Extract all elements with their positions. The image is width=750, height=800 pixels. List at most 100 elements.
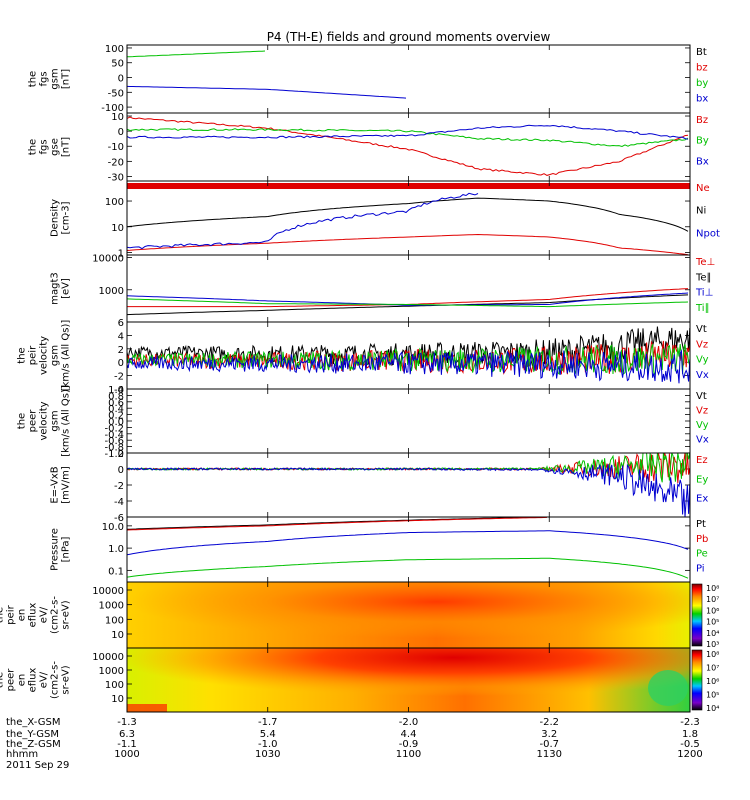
legend-bz: bz (696, 63, 708, 74)
y-tick-label: 1 (118, 249, 124, 260)
y-axis-label-line: velocity (39, 336, 50, 375)
y-axis-label-line: [nPa] (61, 536, 72, 562)
y-tick-label: 0.0 (108, 417, 124, 428)
series-line-Ex (126, 463, 691, 518)
y-axis-label: the peer en eflux eV/(cm2-s-sr-eV) (0, 661, 72, 699)
y-axis-label-line: [eV] (61, 278, 72, 299)
y-axis-label-line: peir (28, 345, 39, 365)
legend-Vt: Vt (696, 324, 707, 335)
legend-Ne: Ne (696, 183, 710, 194)
y-axis-label-line: sr-eV) (61, 665, 72, 694)
y-axis-label-line: fgs (39, 71, 50, 86)
legend-Pt: Pt (696, 519, 706, 530)
y-tick-label: -30 (108, 172, 124, 183)
colorbar-label: 10⁵ (706, 618, 719, 627)
y-axis-label-line: [km/s (All Qs)] (61, 320, 72, 392)
y-axis-label: the fgs gse [nT] (28, 137, 72, 157)
y-tick-label: 10 (111, 223, 124, 234)
x-axis-row-value: -1.3 (117, 717, 137, 728)
legend-Vy: Vy (696, 355, 709, 366)
y-axis-label-line: sr-eV) (61, 600, 72, 629)
panel-fgs_gse: 10 0 -10 -20 -30 Bz By Bx the fgs gse [nT] (28, 112, 709, 183)
x-axis-row-value: 1100 (396, 749, 421, 760)
y-axis-label-line: [cm-3] (61, 201, 72, 234)
y-axis-label-line: gsm (50, 68, 61, 89)
legend-Pb: Pb (696, 534, 708, 545)
x-axis-row-value: -1.7 (258, 717, 278, 728)
y-tick-label: 1000 (99, 286, 124, 297)
y-axis-label-line: the (0, 607, 6, 623)
colorbar (691, 649, 703, 711)
y-axis-label: the peir velocity gsm [km/s (All Qs)] (17, 320, 72, 392)
colorbar-label: 10⁵ (706, 691, 719, 700)
panel-temperature: 10000 1000 Te⊥ Te∥ Ti⊥ Ti∥ magt3 [eV] (50, 254, 715, 323)
colorbar-label: 10⁶ (706, 606, 719, 615)
x-axis-row-value: 5.4 (260, 729, 276, 740)
y-axis-label-line: [mV/m] (61, 466, 72, 504)
colorbar-label: 10⁸ (706, 650, 719, 659)
legend-Bz: Bz (696, 115, 708, 126)
legend-Ex: Ex (696, 494, 708, 505)
y-tick-label: 0 (118, 74, 124, 85)
x-axis-row-value: -0.7 (539, 739, 559, 750)
series-line-Te⊥ (127, 288, 689, 308)
y-axis-label-line: gsm (50, 410, 61, 431)
y-axis-label-line: peir (6, 604, 17, 624)
panel-frame (126, 180, 691, 256)
legend-Bx: Bx (696, 156, 709, 167)
y-tick-label: 0.8 (108, 391, 124, 402)
legend-Ti⊥: Ti⊥ (695, 288, 713, 299)
y-axis-label-line: the (28, 71, 39, 87)
x-axis-row-label: hhmm (6, 749, 38, 760)
legend-Te∥: Te∥ (695, 272, 712, 283)
y-tick-label: 50 (111, 59, 124, 70)
y-axis-label-line: [nT] (61, 137, 72, 157)
y-tick-label: -4 (114, 497, 124, 508)
legend-Bt: Bt (696, 47, 707, 58)
x-axis-row-value: 4.4 (401, 729, 417, 740)
x-axis-row-value: -2.2 (539, 717, 559, 728)
y-axis-label-line: peer (28, 409, 39, 433)
x-axis-row-value: 1000 (114, 749, 139, 760)
panel-peir_velocity: 6 4 2 0 -2 -4 Vt Vz Vy Vx the peir velocity gsm [km/s … (17, 318, 709, 396)
y-tick-label: 100 (105, 197, 124, 208)
legend-Vx: Vx (696, 370, 709, 381)
colorbar-label: 10³ (706, 640, 719, 649)
y-tick-label: 10 (111, 112, 124, 123)
y-tick-label: -0.6 (104, 436, 124, 447)
y-tick-label: -4 (114, 385, 124, 396)
series-line-Ti⊥ (126, 292, 689, 306)
series-line-Npot (126, 192, 479, 250)
panel-pressure: 10.0 1.0 0.1 Pt Pb Pe Pi Pressure [nPa] (50, 516, 708, 583)
y-axis-label-line: gsm (50, 345, 61, 366)
legend-Ti∥: Ti∥ (695, 303, 710, 314)
y-axis-label: the peer velocity gsm [km/s (All Qs)] (17, 385, 72, 457)
y-axis-label-line: [nT] (61, 69, 72, 89)
y-tick-label: 0.1 (108, 566, 124, 577)
y-tick-label: -0.8 (104, 443, 124, 454)
spectrogram-core (127, 582, 690, 648)
y-axis-label-line: gse (50, 138, 61, 156)
y-tick-label: 0 (118, 127, 124, 138)
legend-Vx: Vx (696, 435, 709, 446)
x-axis-row-value: 6.3 (119, 729, 135, 740)
y-tick-label: 10.0 (102, 522, 124, 533)
spectrogram-low-flux (648, 670, 688, 706)
series-line-Ne (126, 233, 689, 256)
y-tick-label: -2 (114, 481, 124, 492)
y-tick-label: 10000 (92, 652, 124, 663)
y-axis-label-line: the (0, 672, 6, 688)
colorbar-label: 10⁷ (706, 595, 719, 604)
y-tick-label: 2 (118, 449, 124, 460)
y-tick-label: 1.0 (108, 544, 124, 555)
colorbar-label: 10⁶ (706, 677, 719, 686)
y-tick-label: -20 (108, 157, 124, 168)
y-tick-label: 0.6 (108, 398, 124, 409)
y-axis-label-line: E=-VxB (50, 466, 61, 503)
panel-frame (126, 388, 691, 454)
panel-peer_eflux: 10⁸ 10⁷ 10⁶ 10⁵ 10⁴ 10000 1000 100 10 the peer en ef… (0, 647, 719, 713)
legend-By: By (696, 136, 709, 147)
x-axis-row-label: the_Y-GSM (6, 729, 59, 740)
y-tick-label: 0 (118, 358, 124, 369)
y-tick-label: -50 (108, 88, 124, 99)
